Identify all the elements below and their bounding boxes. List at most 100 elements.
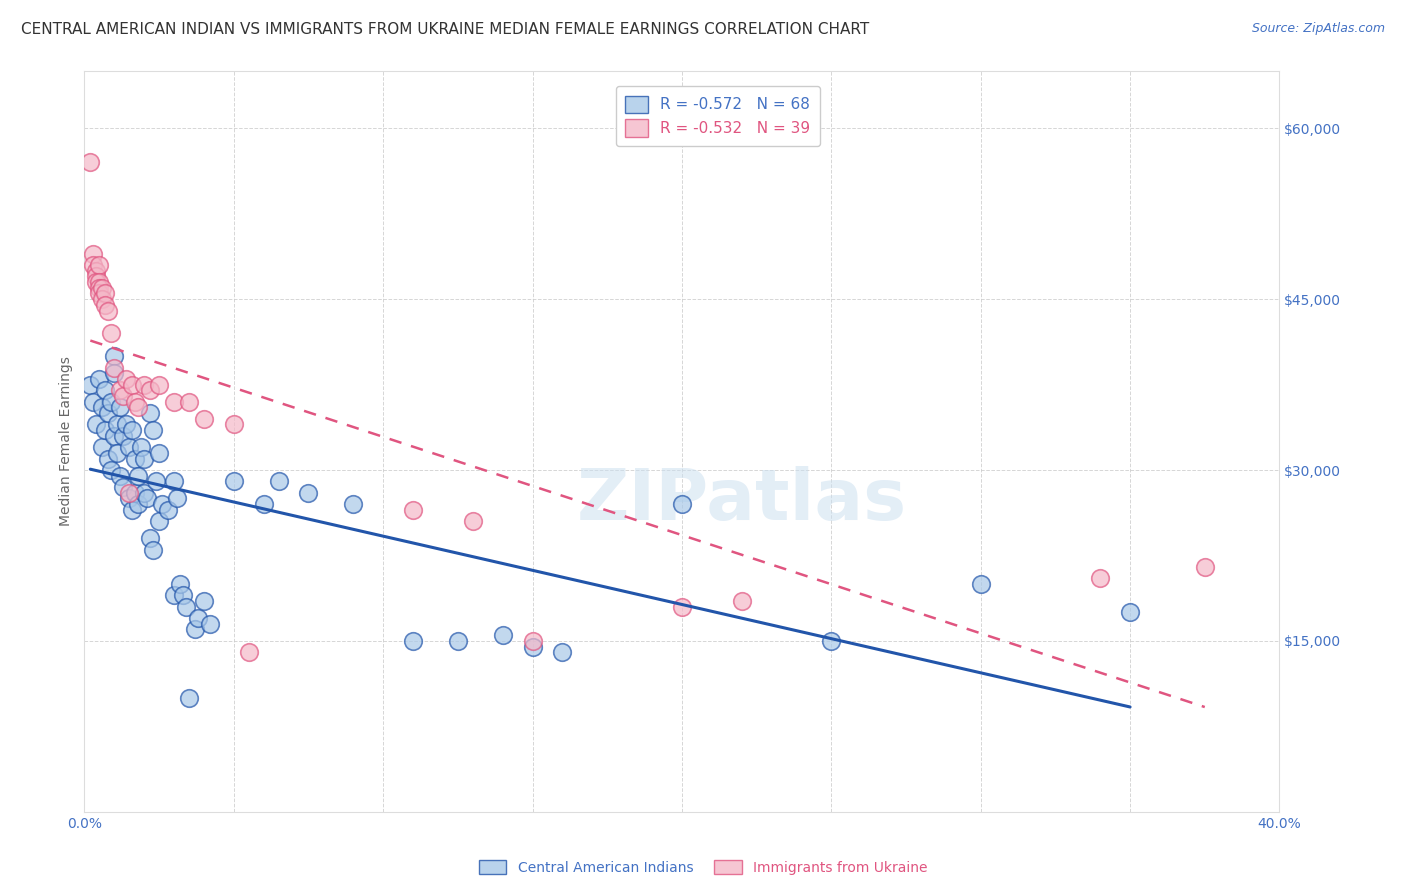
Point (132, 377, 156, 392)
Point (112, 480, 135, 494)
Point (115, 417, 138, 432)
Point (100, 394, 122, 409)
Point (118, 440, 141, 454)
Point (671, 599, 693, 614)
Point (169, 577, 191, 591)
Point (124, 485, 146, 500)
Point (522, 633, 544, 648)
Point (89, 372, 111, 386)
Point (193, 411, 215, 425)
Point (148, 446, 170, 460)
Point (177, 690, 200, 705)
Point (129, 440, 152, 454)
Point (492, 628, 515, 642)
Point (91, 401, 114, 415)
Point (238, 645, 260, 659)
Point (86, 417, 108, 432)
Point (267, 475, 290, 489)
Point (105, 446, 128, 460)
Point (142, 423, 165, 437)
Point (461, 514, 484, 528)
Point (163, 394, 186, 409)
Point (148, 514, 170, 528)
Text: CENTRAL AMERICAN INDIAN VS IMMIGRANTS FROM UKRAINE MEDIAN FEMALE EARNINGS CORREL: CENTRAL AMERICAN INDIAN VS IMMIGRANTS FR… (21, 22, 869, 37)
Point (145, 475, 167, 489)
Point (82, 246, 104, 260)
Point (103, 429, 125, 443)
Point (132, 451, 156, 466)
Point (1194, 559, 1216, 574)
Point (97, 406, 120, 420)
Point (222, 417, 245, 432)
Point (79, 155, 101, 169)
Point (198, 616, 221, 631)
Point (342, 497, 364, 511)
Point (671, 497, 693, 511)
Point (150, 497, 173, 511)
Point (110, 401, 132, 415)
Point (89, 281, 111, 295)
Point (253, 497, 276, 511)
Point (127, 497, 149, 511)
Point (124, 394, 146, 409)
Legend: R = -0.572   N = 68, R = -0.532   N = 39: R = -0.572 N = 68, R = -0.532 N = 39 (616, 87, 820, 146)
Point (86, 275, 108, 289)
Point (184, 623, 207, 637)
Point (82, 394, 104, 409)
Point (91, 440, 114, 454)
Point (105, 417, 128, 432)
Point (103, 360, 125, 375)
Point (1119, 606, 1142, 620)
Point (551, 645, 574, 659)
Point (127, 468, 149, 483)
Point (89, 258, 111, 272)
Point (118, 491, 141, 506)
Text: Source: ZipAtlas.com: Source: ZipAtlas.com (1251, 22, 1385, 36)
Text: ZIPatlas: ZIPatlas (576, 467, 907, 535)
Point (112, 429, 135, 443)
Point (402, 503, 425, 517)
Point (163, 475, 186, 489)
Point (820, 633, 842, 648)
Point (731, 594, 754, 608)
Point (121, 423, 143, 437)
Point (132, 485, 156, 500)
Y-axis label: Median Female Earnings: Median Female Earnings (59, 357, 73, 526)
Point (94, 298, 117, 312)
Point (447, 633, 470, 648)
Point (297, 485, 319, 500)
Point (82, 258, 104, 272)
Point (187, 611, 209, 625)
Point (1090, 571, 1112, 585)
Point (97, 303, 120, 318)
Point (121, 377, 143, 392)
Point (121, 503, 143, 517)
Point (100, 463, 122, 477)
Point (89, 286, 111, 301)
Point (115, 372, 138, 386)
Point (222, 475, 245, 489)
Point (124, 451, 146, 466)
Point (193, 594, 215, 608)
Legend: Central American Indians, Immigrants from Ukraine: Central American Indians, Immigrants fro… (472, 855, 934, 880)
Point (139, 384, 162, 398)
Point (103, 349, 125, 363)
Point (86, 263, 108, 277)
Point (163, 588, 186, 602)
Point (402, 633, 425, 648)
Point (970, 577, 993, 591)
Point (174, 599, 197, 614)
Point (139, 406, 162, 420)
Point (139, 532, 162, 546)
Point (177, 394, 200, 409)
Point (94, 384, 117, 398)
Point (112, 389, 135, 403)
Point (100, 326, 122, 341)
Point (91, 292, 114, 306)
Point (142, 542, 165, 557)
Point (79, 377, 101, 392)
Point (127, 401, 149, 415)
Point (91, 281, 114, 295)
Point (136, 491, 159, 506)
Point (522, 640, 544, 654)
